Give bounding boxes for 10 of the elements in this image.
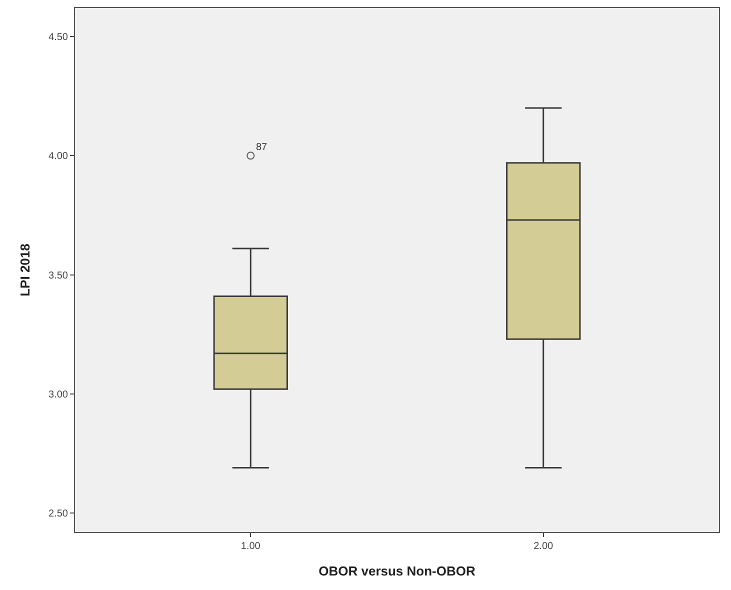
y-tick-label: 3.50 bbox=[48, 270, 68, 282]
y-axis-title: LPI 2018 bbox=[17, 244, 32, 296]
x-tick-label: 1.00 bbox=[240, 541, 261, 552]
y-tick-label: 2.50 bbox=[48, 508, 68, 520]
annotation: 87 bbox=[256, 142, 268, 153]
x-axis-title: OBOR versus Non-OBOR bbox=[318, 564, 476, 579]
y-tick-label: 4.50 bbox=[48, 32, 68, 44]
x-tick-label: 2.00 bbox=[534, 541, 554, 552]
y-tick-label: 4.00 bbox=[48, 151, 68, 162]
y-tick-label: 3.00 bbox=[48, 389, 68, 400]
